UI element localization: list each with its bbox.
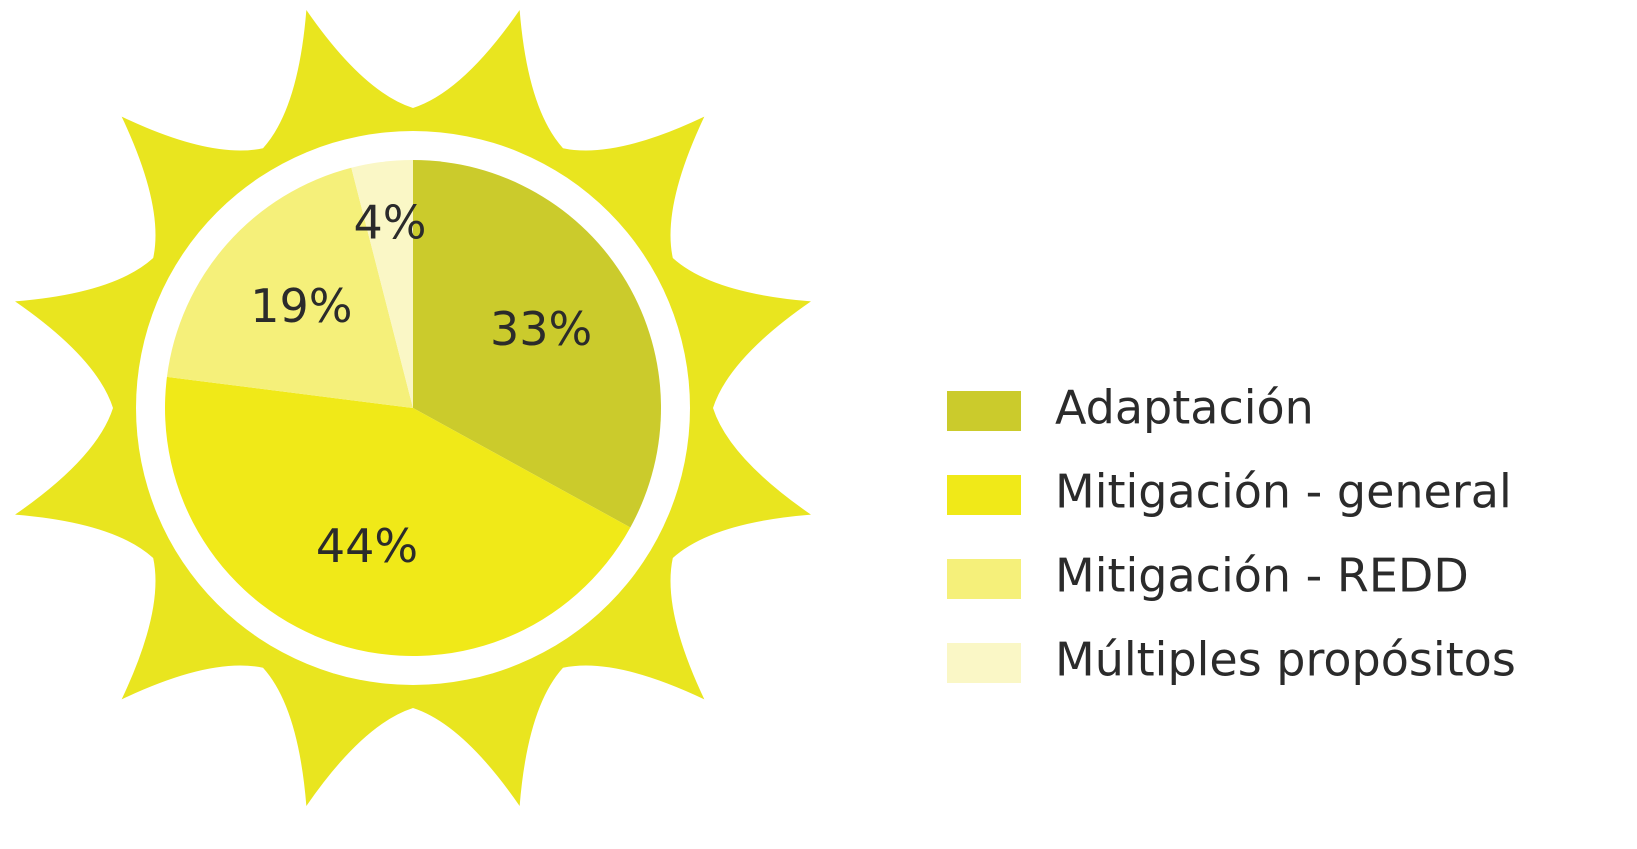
legend-swatch (947, 643, 1021, 683)
legend-swatch (947, 391, 1021, 431)
slice-label: 4% (354, 195, 427, 249)
legend-label: Múltiples propósitos (1055, 633, 1516, 687)
slice-label: 33% (490, 302, 592, 356)
legend-swatch (947, 559, 1021, 599)
legend-swatch (947, 475, 1021, 515)
legend-label: Mitigación - REDD (1055, 549, 1469, 603)
page: 33% 44% 19%4% Adaptación Mitigación - genera… (0, 0, 1637, 849)
slice-label: 19% (250, 279, 352, 333)
legend-label: Adaptación (1055, 381, 1314, 435)
slice-label: 44% (316, 519, 418, 573)
legend-label: Mitigación - general (1055, 465, 1512, 519)
chart: 33% 44% 19%4% Adaptación Mitigación - genera… (0, 0, 1637, 849)
